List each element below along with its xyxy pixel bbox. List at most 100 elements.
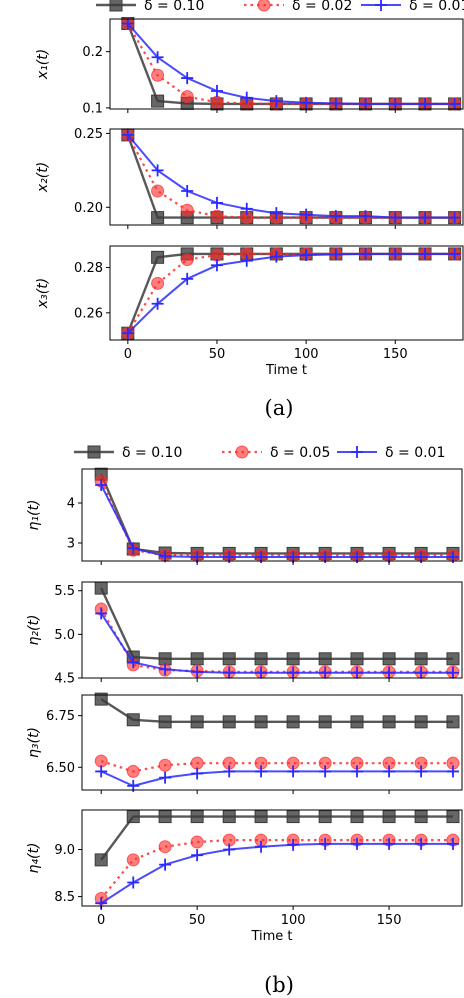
legend-label: δ = 0.10 [122,445,182,461]
data-point [415,666,428,679]
series-3 [121,17,461,110]
series-line [100,480,453,557]
x-tick-label: 100 [281,913,306,928]
panel-2: 0.20 0.25 x₂(t) [35,127,464,229]
y-tick-label: 4.5 [54,672,75,687]
series-line [100,815,453,861]
series-1 [121,17,462,111]
series-line [127,252,455,334]
data-point [389,97,402,110]
data-point [159,858,172,871]
series-line [100,842,453,905]
x-tick-label: 150 [383,347,408,362]
y-tick-label: 0.26 [74,306,103,321]
y-axis-label: x₂(t) [35,162,51,193]
data-point [151,297,164,310]
x-tick-label: 100 [294,347,319,362]
data-point [190,652,204,666]
data-point [94,692,108,706]
data-point [383,837,396,850]
axes-frame [109,245,464,341]
data-point [151,211,165,225]
y-axis-label: η₃(t) [26,727,42,758]
data-point [151,68,165,82]
data-point [329,210,342,223]
data-point [350,810,364,824]
axes-frame [109,18,464,110]
legend-marker [87,445,101,459]
series-3 [121,247,461,340]
data-point [240,202,253,215]
series-line [126,134,455,219]
series-line [100,698,453,723]
data-point [255,840,268,853]
series-1 [94,810,460,867]
data-point [415,837,428,850]
data-point [270,250,283,263]
y-tick-label: 4 [67,497,75,512]
series-line [127,22,455,105]
data-point [383,765,396,778]
x-tick-label: 150 [377,913,402,928]
axes-frame [81,581,463,679]
data-point [181,72,194,85]
series-line [126,134,455,219]
data-point [222,715,236,729]
data-point [286,715,300,729]
data-point [255,765,268,778]
data-point [286,810,300,824]
legend-entry-3: δ = 0.01 [361,0,464,14]
data-point [181,185,194,198]
legend-b: δ = 0.10 δ = 0.05 δ = 0.01 [74,445,445,461]
data-point [319,837,332,850]
data-point [222,810,236,824]
data-point [351,765,364,778]
series-line [126,22,455,106]
data-point [448,97,461,110]
data-point [158,840,172,854]
data-point [446,652,460,666]
data-point [446,837,459,850]
data-point [446,715,460,729]
series-3 [95,607,459,679]
series-line [100,760,453,773]
data-point [419,211,432,224]
y-tick-label: 0.28 [74,261,103,276]
data-point [448,211,461,224]
data-point [222,652,236,666]
data-point [300,249,313,262]
data-point [159,550,172,563]
data-point [126,764,140,778]
panel-5: 4.5 5.0 5.5 η₂(t) [26,581,463,687]
legend-entry-1: δ = 0.10 [96,0,204,14]
series-line [127,134,455,219]
y-tick-label: 6.50 [46,761,75,776]
data-point [158,810,172,824]
data-point [151,164,164,177]
panel-4: 3 4 η₁(t) [26,467,463,565]
data-point [210,95,224,109]
data-point [158,758,172,772]
data-point [318,810,332,824]
data-point [95,607,108,620]
data-point [270,95,283,108]
data-point [350,715,364,729]
data-point [151,276,165,290]
data-point [223,666,236,679]
y-tick-label: 5.0 [54,628,75,643]
panel-3: 0 50 100 150 0.26 0.28 x₃(t) Time t [35,245,464,378]
x-tick-label: 0 [97,913,105,928]
series-1 [94,581,460,666]
axes-frame [81,694,463,791]
legend-entry-3: δ = 0.01 [337,445,445,461]
y-axis-label: η₂(t) [26,615,42,646]
data-point [191,767,204,780]
series-1 [121,128,462,225]
legend-marker [235,445,249,459]
data-point [95,765,108,778]
data-point [127,656,140,669]
data-point [151,51,164,64]
data-point [359,97,372,110]
data-point [359,247,372,260]
data-point [350,652,364,666]
